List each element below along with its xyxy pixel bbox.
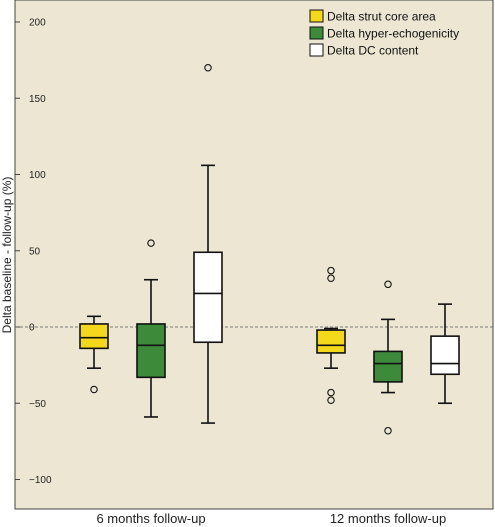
y-tick-label: 50 <box>29 246 41 257</box>
y-tick-label: 150 <box>29 94 46 105</box>
x-category-label: 12 months follow-up <box>330 511 446 526</box>
legend-swatch <box>309 9 324 23</box>
box-delta-dc-content-2 <box>430 303 460 405</box>
outlier-point <box>90 385 98 394</box>
box-iqr <box>316 329 346 354</box>
outlier-point <box>147 239 155 247</box>
outlier-point <box>327 274 335 282</box>
box-delta-strut-core-area-1 <box>79 315 109 394</box>
y-tick-label: 200 <box>29 18 46 29</box>
y-tick-label: −100 <box>29 475 52 486</box>
box-delta-strut-core-area-2 <box>316 266 346 404</box>
x-category-label: 6 months follow-up <box>96 511 205 526</box>
outlier-point <box>327 396 335 404</box>
legend-label: Delta DC content <box>327 44 419 58</box>
box-iqr <box>430 335 460 376</box>
box-iqr <box>193 251 223 344</box>
box-iqr <box>79 323 109 350</box>
y-tick-label: 0 <box>29 323 35 334</box>
legend-label: Delta hyper-echogenicity <box>327 27 459 41</box>
outlier-point <box>384 280 392 289</box>
box-iqr <box>373 350 403 383</box>
legend: Delta strut core area Delta hyper-echogen… <box>309 9 459 58</box>
y-axis: −100 −50 0 50 100 150 200 <box>15 18 52 486</box>
y-tick-label: 100 <box>29 170 46 181</box>
box-iqr <box>136 323 166 379</box>
plot-background <box>15 0 493 509</box>
y-axis-title: Delta baseline - follow-up (%) <box>0 177 14 334</box>
outlier-point <box>204 64 212 72</box>
x-axis-labels: 6 months follow-up 12 months follow-up <box>96 511 446 526</box>
y-tick-label: −50 <box>29 399 46 410</box>
box-delta-hyper-echogenicity-1 <box>136 239 166 418</box>
legend-label: Delta strut core area <box>327 10 436 24</box>
box-groups <box>79 64 460 435</box>
legend-swatch <box>309 43 324 57</box>
box-delta-hyper-echogenicity-2 <box>373 280 403 435</box>
legend-swatch <box>309 26 324 40</box>
outlier-point <box>327 388 335 397</box>
plot-frame <box>14 0 494 510</box>
box-delta-dc-content-1 <box>193 64 223 424</box>
outlier-point <box>384 426 392 435</box>
outlier-point <box>327 266 335 275</box>
